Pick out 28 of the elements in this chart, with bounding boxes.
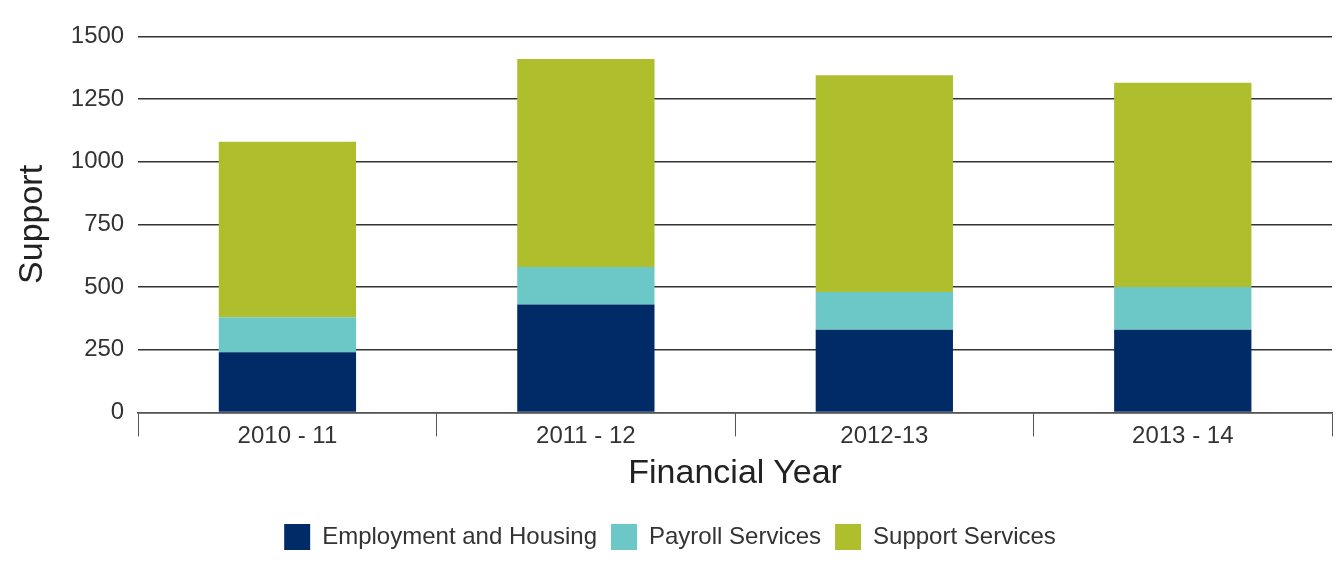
legend-label: Employment and Housing	[322, 521, 598, 549]
x-tick-label: 2010 - 11	[237, 421, 338, 449]
y-tick-label: 1250	[70, 83, 125, 111]
bar	[1114, 329, 1252, 412]
y-tick-label: 250	[84, 334, 125, 362]
x-tick-label: 2012-13	[840, 421, 929, 449]
bar	[218, 317, 357, 353]
legend-label: Support Services	[873, 521, 1056, 549]
y-tick-label: 0	[110, 397, 125, 425]
bar	[218, 352, 357, 412]
bar	[517, 267, 655, 305]
y-axis-title: Support	[10, 164, 49, 284]
bar	[815, 329, 953, 412]
y-tick-label: 1000	[70, 146, 125, 174]
bar	[517, 304, 655, 412]
y-tick-label: 750	[84, 209, 125, 237]
y-tick-label: 500	[84, 271, 125, 299]
bar	[1114, 82, 1252, 288]
legend-label: Payroll Services	[649, 521, 822, 549]
x-tick-label: 2013 - 14	[1132, 421, 1234, 449]
bar	[517, 58, 655, 268]
bar	[1114, 287, 1252, 330]
bar	[815, 292, 953, 330]
bar	[815, 75, 953, 293]
y-tick-label: 1500	[70, 21, 125, 49]
x-axis-title: Financial Year	[628, 451, 842, 490]
bar	[218, 141, 357, 318]
x-tick-label: 2011 - 12	[536, 421, 636, 449]
